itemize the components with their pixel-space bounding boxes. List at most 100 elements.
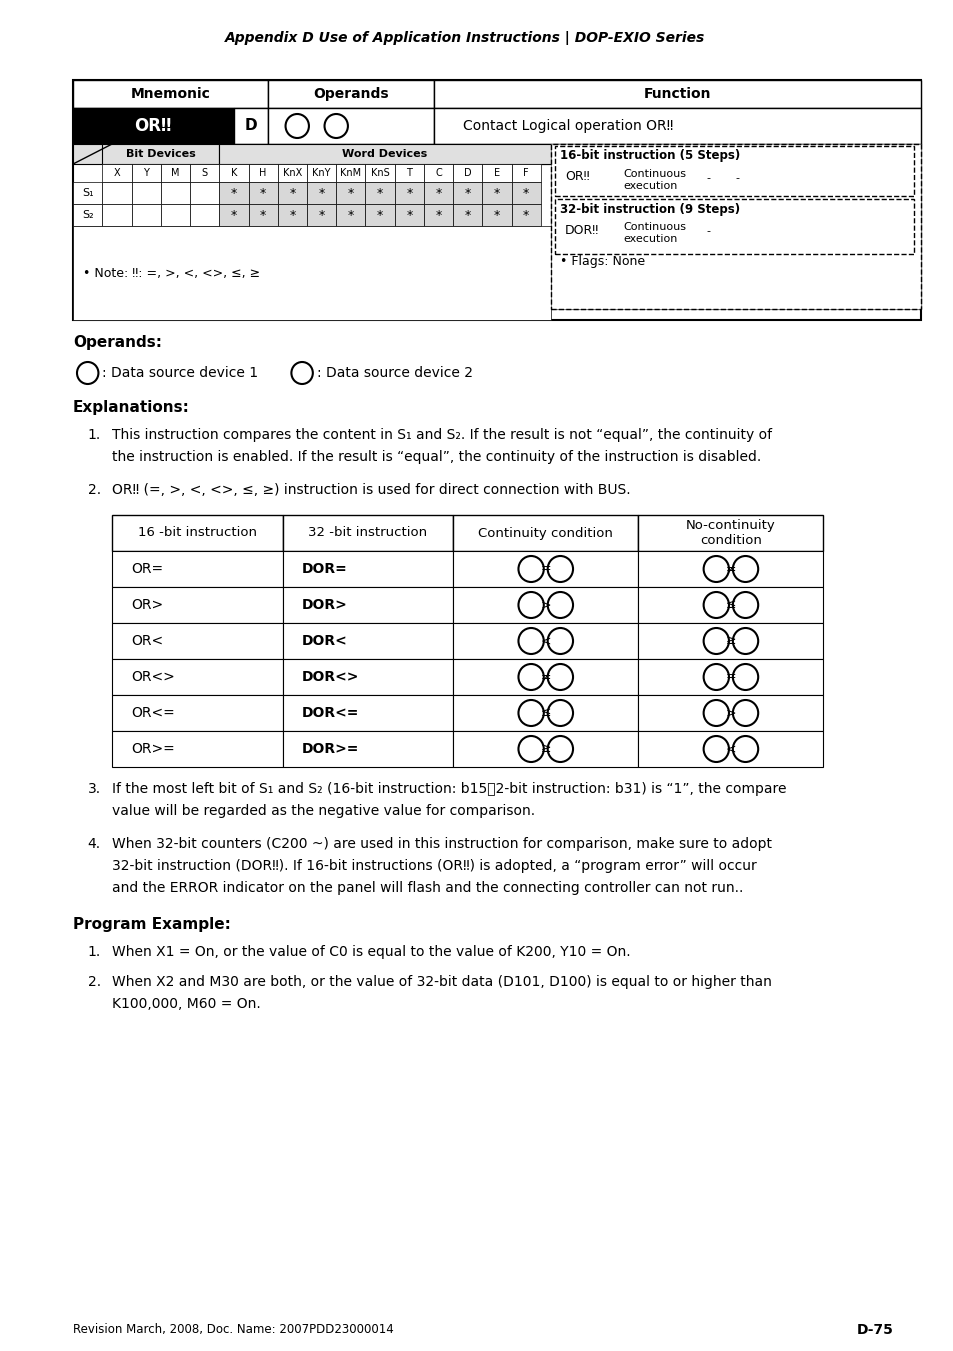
Text: 32-bit instruction (DOR‼). If 16-bit instructions (OR‼) is adopted, a “program e: 32-bit instruction (DOR‼). If 16-bit ins… bbox=[112, 859, 756, 873]
Circle shape bbox=[291, 362, 313, 384]
Bar bbox=[511, 204, 540, 226]
Bar bbox=[453, 586, 638, 623]
Text: 3.: 3. bbox=[88, 782, 101, 796]
Text: the instruction is enabled. If the result is “equal”, the continuity of the inst: the instruction is enabled. If the resul… bbox=[112, 450, 760, 463]
Bar bbox=[282, 551, 453, 586]
Text: *: * bbox=[289, 186, 295, 200]
Text: ≥: ≥ bbox=[540, 743, 551, 755]
Text: Function: Function bbox=[643, 86, 710, 101]
Text: *: * bbox=[260, 186, 266, 200]
Bar bbox=[555, 146, 913, 196]
Text: -: - bbox=[706, 226, 710, 236]
Bar bbox=[282, 515, 453, 551]
Bar bbox=[423, 182, 453, 204]
Bar bbox=[335, 163, 365, 182]
Text: X: X bbox=[113, 168, 120, 178]
Text: ≤: ≤ bbox=[725, 598, 736, 612]
Bar bbox=[555, 146, 913, 196]
Text: *: * bbox=[347, 208, 354, 222]
Text: H: H bbox=[259, 168, 267, 178]
Text: This instruction compares the content in S₁ and S₂. If the result is not “equal”: This instruction compares the content in… bbox=[112, 428, 771, 442]
Bar bbox=[307, 182, 335, 204]
Bar bbox=[219, 163, 248, 182]
Bar bbox=[190, 204, 219, 226]
Text: *: * bbox=[464, 208, 471, 222]
Circle shape bbox=[547, 628, 573, 654]
Bar bbox=[453, 731, 638, 767]
Bar bbox=[190, 182, 219, 204]
Bar bbox=[638, 694, 822, 731]
Text: K: K bbox=[231, 168, 237, 178]
Bar bbox=[282, 623, 453, 659]
Text: *: * bbox=[347, 186, 354, 200]
Text: *: * bbox=[406, 208, 412, 222]
Bar bbox=[555, 199, 913, 254]
Bar bbox=[434, 108, 920, 145]
Bar bbox=[73, 80, 920, 320]
Text: OR‼: OR‼ bbox=[134, 118, 172, 135]
Text: DOR‼: DOR‼ bbox=[564, 224, 598, 238]
Text: K100,000, M60 = On.: K100,000, M60 = On. bbox=[112, 997, 260, 1011]
Text: Bit Devices: Bit Devices bbox=[126, 149, 195, 159]
Bar bbox=[190, 163, 219, 182]
Text: 16 -bit instruction: 16 -bit instruction bbox=[137, 527, 256, 539]
Text: OR>=: OR>= bbox=[132, 742, 175, 757]
Bar bbox=[161, 163, 190, 182]
Bar bbox=[423, 163, 453, 182]
Text: : Data source device 1: : Data source device 1 bbox=[102, 366, 258, 380]
Text: =: = bbox=[725, 670, 736, 684]
Bar bbox=[102, 204, 132, 226]
Circle shape bbox=[547, 736, 573, 762]
Bar bbox=[112, 623, 282, 659]
Text: *: * bbox=[522, 186, 529, 200]
Circle shape bbox=[732, 557, 758, 582]
Text: 2.: 2. bbox=[88, 975, 101, 989]
Bar bbox=[132, 163, 161, 182]
Circle shape bbox=[703, 592, 728, 617]
Circle shape bbox=[547, 700, 573, 725]
Text: OR<>: OR<> bbox=[132, 670, 175, 684]
Text: *: * bbox=[376, 208, 383, 222]
Text: OR‼: OR‼ bbox=[564, 169, 589, 182]
Bar bbox=[453, 163, 482, 182]
Text: 2.: 2. bbox=[88, 484, 101, 497]
Text: *: * bbox=[318, 208, 324, 222]
Bar bbox=[482, 204, 511, 226]
Bar bbox=[395, 182, 423, 204]
Bar bbox=[550, 145, 920, 309]
Circle shape bbox=[517, 592, 543, 617]
Bar bbox=[550, 145, 920, 309]
Bar bbox=[73, 182, 102, 204]
Text: <: < bbox=[725, 743, 736, 755]
Text: S: S bbox=[201, 168, 208, 178]
Bar bbox=[233, 108, 268, 145]
Text: 4.: 4. bbox=[88, 838, 101, 851]
Bar bbox=[282, 586, 453, 623]
Text: 1.: 1. bbox=[88, 428, 101, 442]
Text: Continuous: Continuous bbox=[623, 169, 686, 178]
Circle shape bbox=[732, 592, 758, 617]
Text: • Note: ‼: =, >, <, <>, ≤, ≥: • Note: ‼: =, >, <, <>, ≤, ≥ bbox=[83, 266, 259, 280]
Bar bbox=[511, 182, 540, 204]
Text: ≠: ≠ bbox=[540, 670, 551, 684]
Text: Continuous: Continuous bbox=[623, 222, 686, 232]
Text: OR<: OR< bbox=[132, 634, 164, 648]
Text: Operands:: Operands: bbox=[73, 335, 162, 350]
Text: DOR<=: DOR<= bbox=[302, 707, 359, 720]
Text: OR=: OR= bbox=[132, 562, 164, 576]
Text: Word Devices: Word Devices bbox=[342, 149, 427, 159]
Text: Explanations:: Explanations: bbox=[73, 400, 190, 415]
Bar bbox=[132, 204, 161, 226]
Circle shape bbox=[703, 700, 728, 725]
Bar bbox=[161, 182, 190, 204]
Text: OR‼ (=, >, <, <>, ≤, ≥) instruction is used for direct connection with BUS.: OR‼ (=, >, <, <>, ≤, ≥) instruction is u… bbox=[112, 484, 630, 497]
Bar bbox=[248, 182, 277, 204]
Bar bbox=[482, 182, 511, 204]
Bar bbox=[73, 204, 102, 226]
Text: KnY: KnY bbox=[312, 168, 331, 178]
Bar bbox=[638, 551, 822, 586]
Text: When X2 and M30 are both, or the value of 32-bit data (D101, D100) is equal to o: When X2 and M30 are both, or the value o… bbox=[112, 975, 771, 989]
Text: 32 -bit instruction: 32 -bit instruction bbox=[308, 527, 427, 539]
Bar bbox=[277, 182, 307, 204]
Bar bbox=[112, 659, 282, 694]
